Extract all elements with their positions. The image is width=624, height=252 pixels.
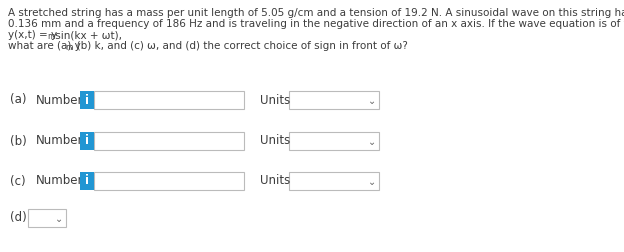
FancyBboxPatch shape bbox=[94, 132, 244, 150]
Text: ⌄: ⌄ bbox=[55, 214, 63, 224]
Text: sin(kx + ωt),: sin(kx + ωt), bbox=[52, 30, 122, 40]
Text: ⌄: ⌄ bbox=[368, 137, 376, 147]
Text: ⌄: ⌄ bbox=[368, 96, 376, 106]
Text: (c): (c) bbox=[10, 174, 26, 187]
FancyBboxPatch shape bbox=[289, 132, 379, 150]
Text: (d): (d) bbox=[10, 211, 27, 225]
Text: A stretched string has a mass per unit length of 5.05 g/cm and a tension of 19.2: A stretched string has a mass per unit l… bbox=[8, 8, 624, 18]
FancyBboxPatch shape bbox=[80, 91, 94, 109]
Text: (a): (a) bbox=[10, 93, 26, 107]
Text: m: m bbox=[47, 32, 54, 41]
Text: y(x,t) = y: y(x,t) = y bbox=[8, 30, 57, 40]
Text: Number: Number bbox=[36, 135, 84, 147]
FancyBboxPatch shape bbox=[28, 209, 66, 227]
Text: Units: Units bbox=[260, 174, 290, 187]
Text: (b): (b) bbox=[10, 135, 27, 147]
Text: Units: Units bbox=[260, 135, 290, 147]
Text: i: i bbox=[85, 174, 89, 187]
Text: what are (a) y: what are (a) y bbox=[8, 41, 80, 51]
FancyBboxPatch shape bbox=[80, 132, 94, 150]
Text: m: m bbox=[65, 43, 72, 52]
Text: Units: Units bbox=[260, 93, 290, 107]
Text: Number: Number bbox=[36, 174, 84, 187]
FancyBboxPatch shape bbox=[94, 91, 244, 109]
FancyBboxPatch shape bbox=[289, 91, 379, 109]
FancyBboxPatch shape bbox=[289, 172, 379, 190]
Text: i: i bbox=[85, 135, 89, 147]
Text: Number: Number bbox=[36, 93, 84, 107]
Text: i: i bbox=[85, 93, 89, 107]
FancyBboxPatch shape bbox=[94, 172, 244, 190]
Text: 0.136 mm and a frequency of 186 Hz and is traveling in the negative direction of: 0.136 mm and a frequency of 186 Hz and i… bbox=[8, 19, 624, 29]
Text: , (b) k, and (c) ω, and (d) the correct choice of sign in front of ω?: , (b) k, and (c) ω, and (d) the correct … bbox=[70, 41, 408, 51]
Text: ⌄: ⌄ bbox=[368, 177, 376, 187]
FancyBboxPatch shape bbox=[80, 172, 94, 190]
